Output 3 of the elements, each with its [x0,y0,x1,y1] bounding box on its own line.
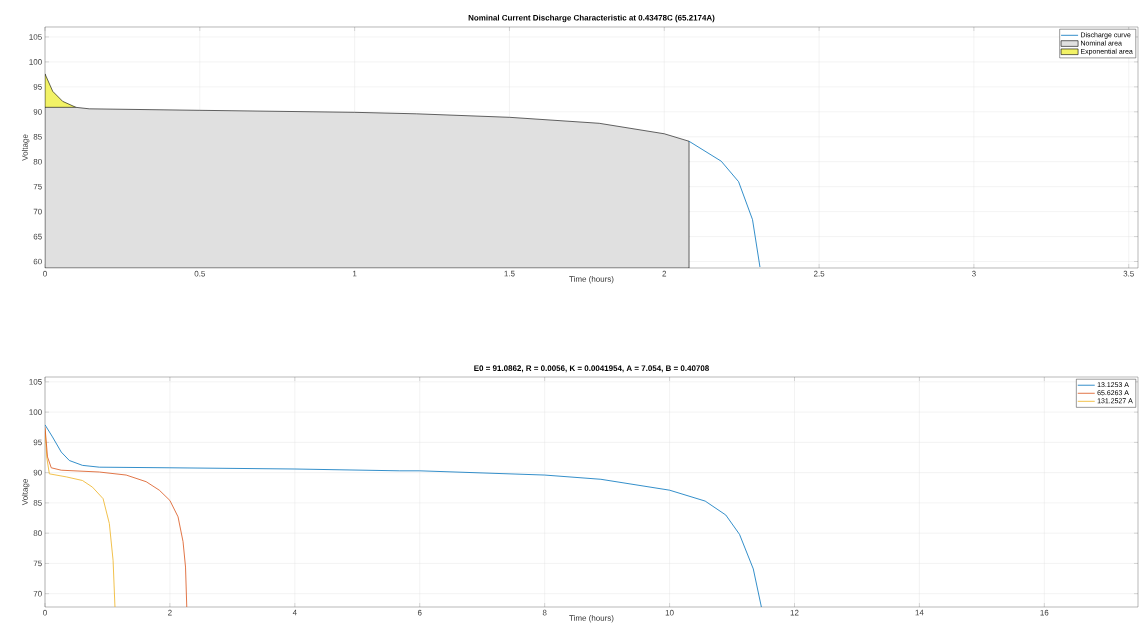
line-series [45,424,762,607]
line-series [45,426,188,607]
line-series [688,140,761,268]
